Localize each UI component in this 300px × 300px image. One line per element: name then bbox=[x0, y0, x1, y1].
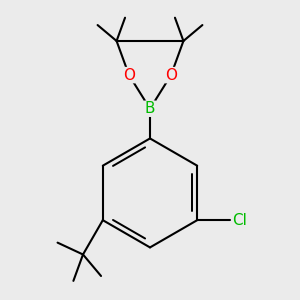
Text: O: O bbox=[123, 68, 135, 82]
Text: B: B bbox=[145, 101, 155, 116]
Text: O: O bbox=[165, 68, 177, 82]
Text: Cl: Cl bbox=[232, 213, 247, 228]
